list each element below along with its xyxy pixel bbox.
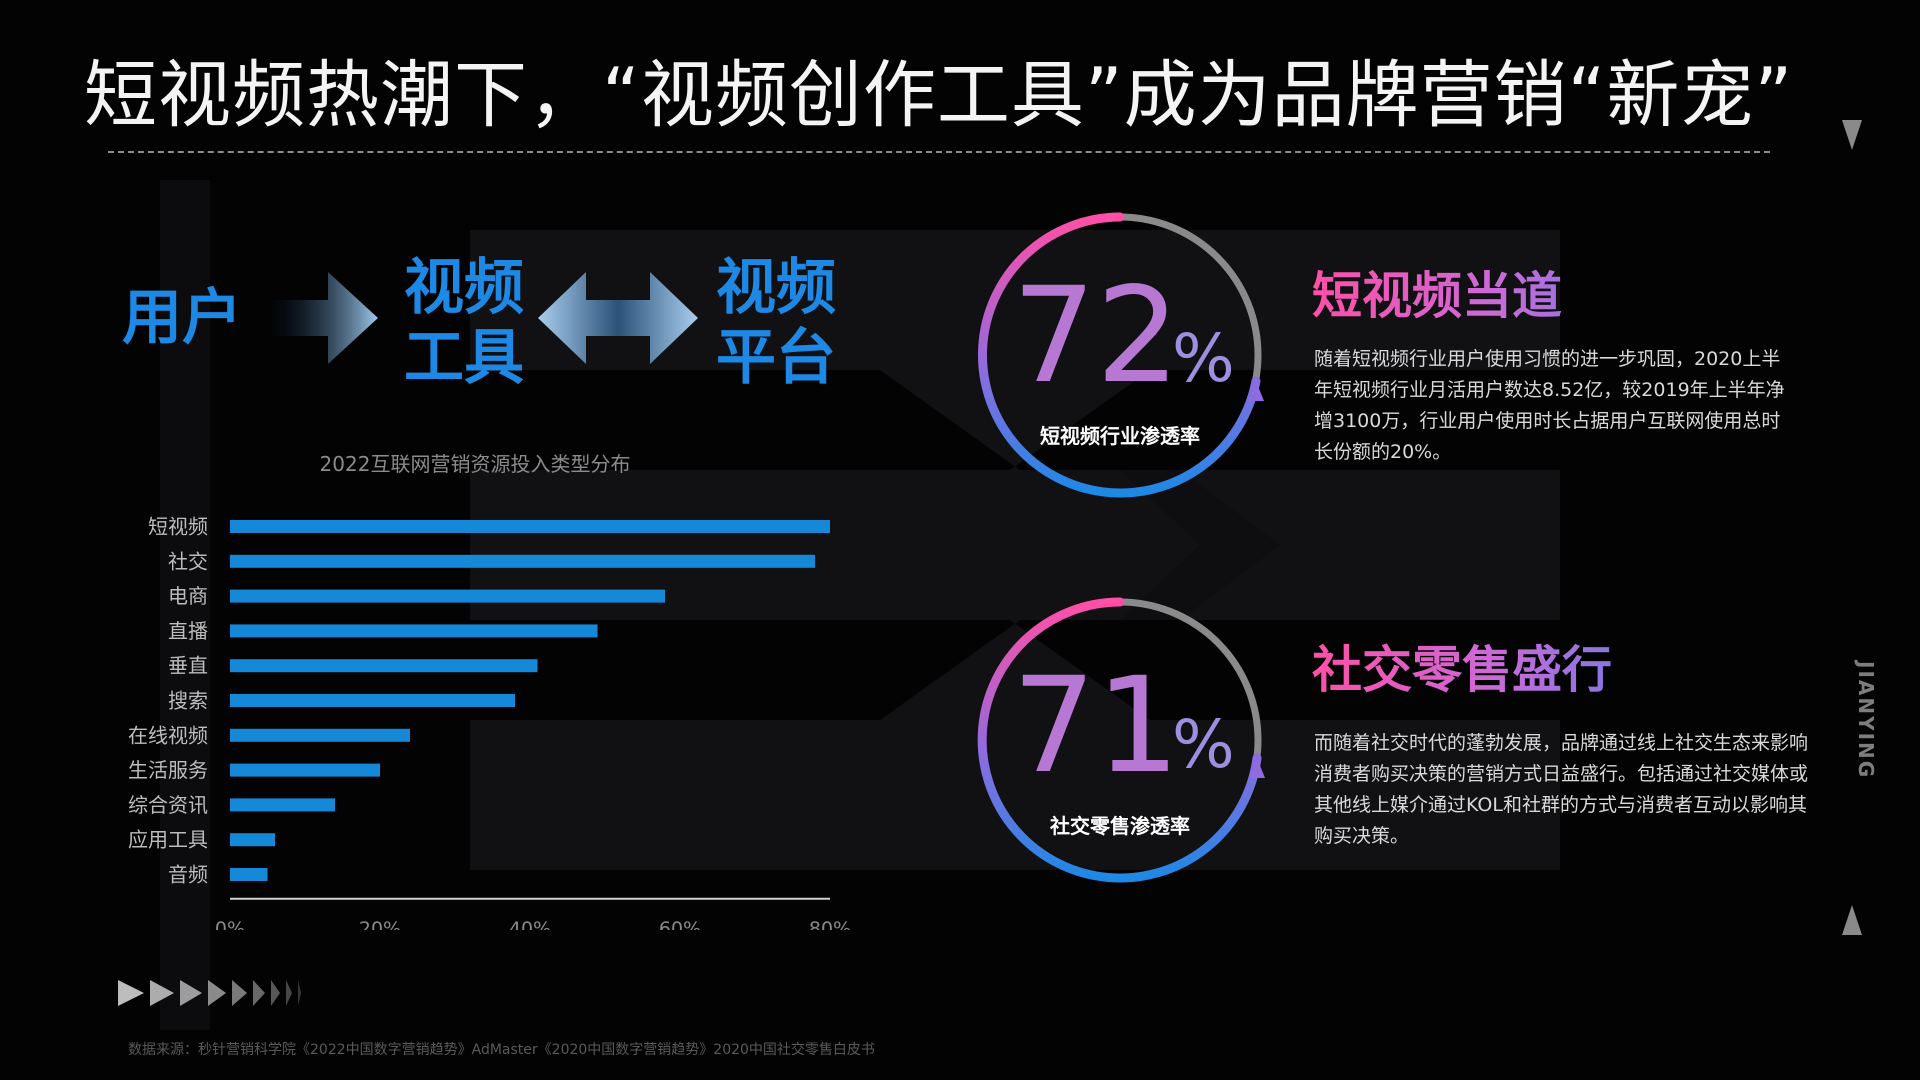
bar: [230, 624, 598, 638]
ring-value-2: 71: [1012, 649, 1180, 803]
x-tick-label: 20%: [359, 918, 401, 930]
flow-tool-line1: 视频: [404, 253, 524, 323]
play-arrow-icon: [150, 980, 174, 1006]
category-label: 电商: [168, 584, 208, 608]
bar: [230, 833, 275, 847]
stat-heading-2: 社交零售盛行: [1312, 640, 1732, 700]
play-arrow-icon: [253, 980, 265, 1006]
category-label: 生活服务: [128, 758, 208, 782]
page-title: 短视频热潮下，“视频创作工具”成为品牌营销“新宠”: [84, 53, 1794, 138]
bar: [230, 798, 335, 812]
stat-heading-1: 短视频当道: [1312, 266, 1732, 326]
bar: [230, 520, 830, 533]
category-label: 垂直: [168, 654, 208, 678]
category-label: 应用工具: [128, 828, 208, 852]
flow-tool-label: 视频 工具: [404, 253, 554, 399]
x-tick-label: 0%: [215, 918, 245, 930]
play-arrow-icon: [118, 980, 144, 1006]
x-tick-label: 80%: [809, 918, 851, 930]
data-source-note: 数据来源：秒针营销科学院《2022中国数字营销趋势》AdMaster《2020中…: [128, 1042, 875, 1058]
chart-title: 2022互联网营销资源投入类型分布: [319, 452, 631, 476]
ring-arrow-icon: [1248, 381, 1264, 401]
category-label: 社交: [168, 549, 208, 573]
category-label: 综合资讯: [128, 793, 208, 817]
bar: [230, 554, 815, 568]
flow-platform-line2: 平台: [716, 323, 836, 393]
flow-platform-line1: 视频: [716, 253, 836, 323]
double-arrow-icon: [538, 272, 698, 364]
ring-chart-2: [977, 597, 1265, 883]
category-label: 短视频: [148, 515, 208, 539]
flow-user-label: 用户: [122, 283, 242, 353]
ring-value-1: 72: [1012, 259, 1180, 413]
stat-body-2: 而随着社交时代的蓬勃发展，品牌通过线上社交生态来影响消费者购买决策的营销方式日益…: [1314, 732, 1809, 847]
play-arrow-icon: [180, 980, 202, 1006]
play-arrow-icon: [286, 980, 292, 1006]
play-arrow-icon: [232, 980, 247, 1006]
ring-label-1: 短视频行业渗透率: [1040, 424, 1200, 448]
ring-percent-2: %: [1172, 706, 1235, 783]
category-label: 在线视频: [128, 723, 208, 747]
title-divider: [108, 151, 1770, 153]
ring-chart-1: [977, 212, 1264, 498]
up-triangle-icon: [1842, 905, 1862, 935]
down-triangle-icon: [1842, 120, 1862, 150]
bar: [230, 659, 538, 673]
category-label: 直播: [168, 619, 208, 643]
ring-arrow-icon: [1249, 758, 1265, 778]
ring-label-2: 社交零售渗透率: [1050, 814, 1190, 838]
bar: [230, 763, 380, 777]
flow-tool-line2: 工具: [404, 323, 524, 393]
bar: [230, 694, 515, 707]
stat-body-1: 随着短视频行业用户使用习惯的进一步巩固，2020上半年短视频行业月活用户数达8.…: [1314, 348, 1785, 463]
play-arrow-icon: [271, 980, 280, 1006]
side-label: JIANYING: [1854, 660, 1878, 780]
category-label: 音频: [168, 863, 208, 887]
bar: [230, 728, 410, 742]
x-tick-label: 40%: [509, 918, 551, 930]
flow-platform-label: 视频 平台: [716, 253, 866, 399]
x-tick-label: 60%: [659, 918, 701, 930]
play-arrow-icon: [208, 980, 226, 1006]
bar: [230, 868, 268, 881]
ring-percent-1: %: [1172, 320, 1235, 397]
play-arrows-decoration: [118, 980, 301, 1006]
bar: [230, 589, 665, 603]
play-arrow-icon: [298, 980, 301, 1006]
category-label: 搜索: [168, 689, 208, 713]
right-arrow-icon: [270, 272, 378, 364]
